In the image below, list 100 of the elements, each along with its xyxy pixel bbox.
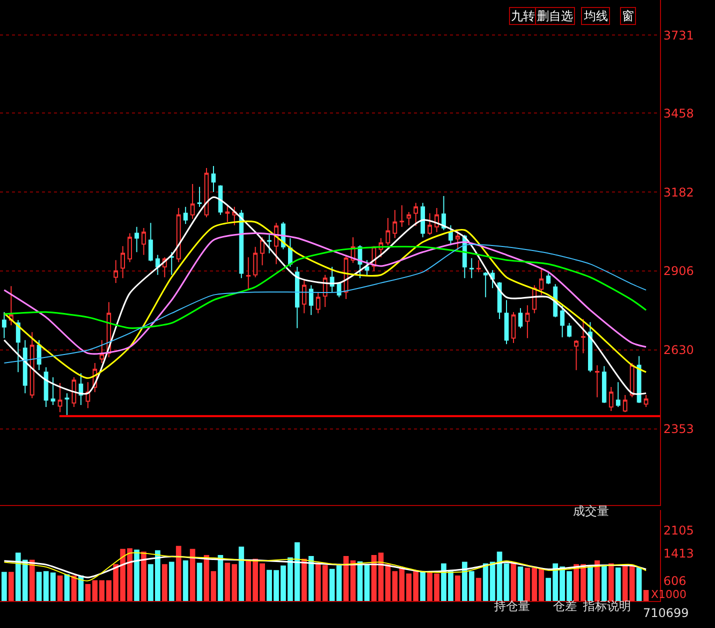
candlestick — [232, 206, 237, 226]
candlestick — [420, 202, 425, 238]
candlestick — [128, 232, 132, 263]
candlestick — [608, 386, 614, 412]
bar — [518, 566, 524, 601]
bar — [524, 568, 530, 601]
bar — [232, 564, 238, 601]
bar — [636, 568, 642, 601]
candlestick — [190, 184, 195, 220]
y-tick-label: 1413 — [663, 546, 694, 561]
candlestick — [225, 204, 230, 223]
bar — [141, 552, 146, 601]
candlestick — [2, 312, 6, 339]
y-tick-label: 2353 — [663, 422, 694, 436]
annotation: 持仓量 — [494, 599, 530, 613]
candlestick — [267, 234, 272, 254]
bar — [134, 550, 140, 601]
annotation: 指标说明 — [582, 599, 631, 613]
bar — [43, 571, 49, 601]
bar — [476, 578, 482, 601]
candlestick — [8, 286, 14, 326]
bar — [36, 572, 42, 601]
candlestick — [588, 322, 592, 373]
candlestick — [58, 382, 62, 413]
candlestick — [400, 204, 404, 228]
candlestick — [546, 272, 551, 285]
bar — [504, 563, 510, 601]
bar — [29, 560, 35, 601]
candlestick — [476, 260, 481, 273]
line-series — [4, 244, 647, 364]
candlestick — [490, 270, 495, 289]
candlestick — [428, 212, 432, 236]
y-tick-label: 3458 — [663, 106, 694, 120]
candlestick — [622, 394, 628, 413]
bar — [308, 556, 314, 601]
candlestick — [539, 268, 544, 296]
bar — [602, 565, 607, 601]
candlestick — [253, 246, 258, 278]
candlestick — [246, 256, 251, 291]
candlestick — [302, 280, 306, 314]
candlestick — [155, 254, 160, 276]
candlestick — [36, 340, 42, 371]
candlestick — [239, 210, 244, 279]
bar — [196, 562, 202, 601]
annotation: 成交量 — [573, 504, 609, 518]
bar — [210, 571, 216, 601]
candlestick — [197, 186, 202, 208]
candlestick — [260, 236, 265, 266]
line-series — [3, 196, 647, 395]
candlestick — [114, 260, 118, 284]
bar — [643, 590, 649, 601]
candlestick — [630, 362, 634, 398]
annotation: 均线 — [583, 9, 608, 23]
candlestick — [78, 372, 84, 406]
bar — [510, 563, 516, 601]
bar — [588, 565, 593, 601]
candlestick — [72, 376, 76, 408]
bar — [482, 563, 488, 601]
candlestick — [134, 226, 139, 253]
bar — [168, 562, 174, 601]
bar — [218, 555, 224, 601]
candlestick — [636, 356, 642, 404]
bar — [302, 558, 307, 601]
annotation: 窗 — [622, 9, 634, 23]
candlestick — [602, 366, 606, 404]
candlestick — [142, 228, 146, 256]
candlestick — [211, 166, 216, 193]
bar — [2, 572, 7, 601]
bar — [64, 574, 70, 601]
bar — [182, 560, 188, 601]
candlestick — [44, 366, 48, 408]
candlestick — [392, 210, 398, 239]
candlestick — [511, 312, 516, 344]
bar — [420, 571, 426, 601]
candlestick — [148, 222, 153, 262]
candlestick — [525, 304, 530, 339]
line-series — [3, 246, 647, 329]
candlestick — [581, 318, 586, 354]
bar — [496, 552, 502, 601]
candlestick — [455, 230, 460, 251]
candlestick — [50, 376, 56, 406]
candlestick — [30, 332, 34, 399]
candlestick — [100, 340, 104, 364]
y-tick-label: 2105 — [663, 523, 694, 538]
candlestick — [183, 206, 188, 225]
bar — [8, 572, 14, 601]
candlestick — [560, 304, 565, 338]
candlestick — [518, 308, 523, 329]
candlestick — [295, 266, 300, 329]
candlestick — [567, 322, 572, 338]
annotation: 删自选 — [537, 9, 573, 23]
y-tick-label: 3731 — [663, 28, 694, 42]
candlestick — [616, 382, 620, 408]
line-series — [3, 220, 647, 379]
candlestick — [448, 224, 453, 246]
candlestick — [574, 340, 578, 371]
candlestick — [22, 340, 28, 394]
text: 710699 — [643, 606, 689, 620]
candlestick — [288, 238, 292, 268]
candlestick — [169, 252, 174, 276]
